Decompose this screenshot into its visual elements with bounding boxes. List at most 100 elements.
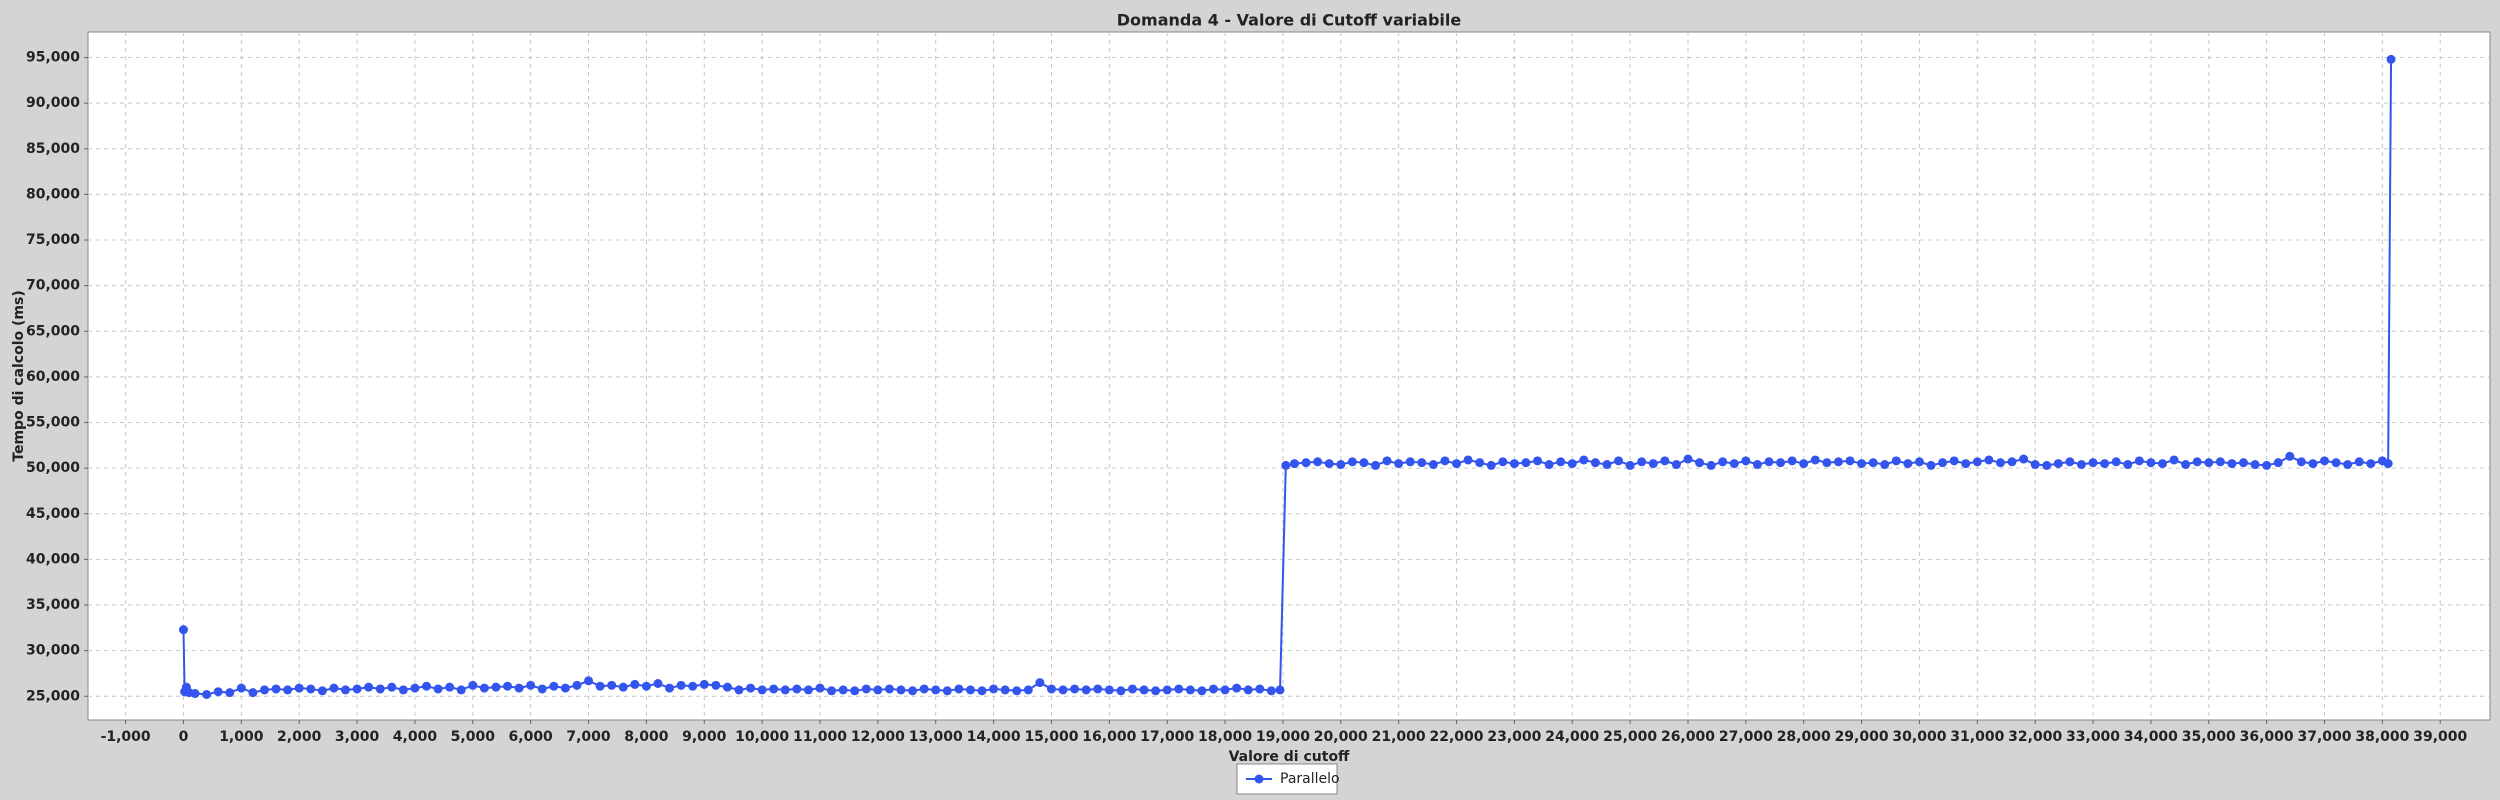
- data-point: [1220, 685, 1230, 695]
- x-tick-label: 30,000: [1892, 729, 1946, 745]
- data-point: [1313, 457, 1323, 467]
- x-tick-label: 12,000: [851, 729, 905, 745]
- data-point: [595, 681, 605, 691]
- data-point: [1208, 684, 1218, 694]
- data-point: [1428, 460, 1438, 470]
- data-point: [526, 680, 536, 690]
- data-point: [329, 683, 339, 693]
- y-tick-label: 75,000: [26, 232, 80, 248]
- data-point: [1903, 459, 1913, 469]
- y-tick-label: 80,000: [26, 186, 80, 202]
- data-point: [2366, 459, 2376, 469]
- data-point: [630, 679, 640, 689]
- data-point: [2169, 455, 2179, 465]
- data-point: [1625, 460, 1635, 470]
- data-point: [931, 685, 941, 695]
- data-point: [317, 686, 327, 696]
- data-point: [1197, 686, 1207, 696]
- data-point: [838, 685, 848, 695]
- data-point: [1752, 460, 1762, 470]
- data-point: [792, 684, 802, 694]
- plot-area: [87, 31, 2491, 721]
- data-point: [202, 689, 212, 699]
- x-tick-label: 34,000: [2124, 729, 2178, 745]
- x-tick-label: 38,000: [2355, 729, 2409, 745]
- data-point: [769, 684, 779, 694]
- data-point: [468, 680, 478, 690]
- data-point: [954, 684, 964, 694]
- y-tick-label: 90,000: [26, 95, 80, 111]
- data-point: [1533, 456, 1543, 466]
- data-point: [225, 688, 235, 698]
- data-point: [2331, 458, 2341, 468]
- data-point: [1371, 460, 1381, 470]
- data-point: [410, 683, 420, 693]
- data-point: [2134, 456, 2144, 466]
- data-point: [1382, 456, 1392, 466]
- data-point: [1891, 456, 1901, 466]
- data-point: [1023, 685, 1033, 695]
- y-tick-label: 25,000: [26, 688, 80, 704]
- data-point: [1093, 684, 1103, 694]
- data-point: [1949, 456, 1959, 466]
- data-point: [271, 684, 281, 694]
- x-tick-label: 24,000: [1545, 729, 1599, 745]
- data-point: [503, 681, 513, 691]
- y-tick-label: 70,000: [26, 278, 80, 294]
- data-point: [2308, 459, 2318, 469]
- data-point: [491, 682, 501, 692]
- data-point: [1544, 460, 1554, 470]
- x-tick-label: 29,000: [1835, 729, 1889, 745]
- data-point: [1868, 458, 1878, 468]
- data-point: [572, 680, 582, 690]
- data-point: [1671, 460, 1681, 470]
- data-point: [1845, 456, 1855, 466]
- y-tick-label: 35,000: [26, 597, 80, 613]
- data-point: [734, 685, 744, 695]
- data-point: [283, 685, 293, 695]
- data-point: [1741, 456, 1751, 466]
- data-point: [1799, 459, 1809, 469]
- data-point: [1301, 458, 1311, 468]
- data-point: [352, 684, 362, 694]
- x-tick-label: 7,000: [566, 729, 611, 745]
- data-point: [1995, 458, 2005, 468]
- data-point: [618, 682, 628, 692]
- x-tick-label: 28,000: [1777, 729, 1831, 745]
- data-point: [2320, 456, 2330, 466]
- data-point: [1706, 460, 1716, 470]
- chart-title: Domanda 4 - Valore di Cutoff variabile: [1117, 11, 1462, 30]
- data-point: [433, 684, 443, 694]
- data-point: [422, 681, 432, 691]
- x-tick-label: 6,000: [509, 729, 554, 745]
- x-tick-label: 14,000: [967, 729, 1021, 745]
- data-point: [1151, 686, 1161, 696]
- data-point: [306, 684, 316, 694]
- data-point: [1139, 685, 1149, 695]
- data-point: [2383, 459, 2393, 469]
- data-point: [178, 625, 188, 635]
- x-tick-label: 37,000: [2297, 729, 2351, 745]
- data-point: [1046, 684, 1056, 694]
- data-point: [364, 682, 374, 692]
- x-tick-label: 9,000: [682, 729, 727, 745]
- data-point: [375, 684, 385, 694]
- x-tick-label: 8,000: [624, 729, 669, 745]
- data-point: [861, 684, 871, 694]
- x-tick-label: 10,000: [735, 729, 789, 745]
- data-point: [1764, 457, 1774, 467]
- x-tick-label: -1,000: [101, 729, 151, 745]
- x-tick-label: 27,000: [1719, 729, 1773, 745]
- data-point: [213, 687, 223, 697]
- x-tick-label: 31,000: [1950, 729, 2004, 745]
- data-point: [2146, 458, 2156, 468]
- data-point: [1255, 684, 1265, 694]
- data-point: [965, 685, 975, 695]
- data-point: [1590, 458, 1600, 468]
- data-point: [2215, 457, 2225, 467]
- data-point: [1938, 458, 1948, 468]
- data-point: [1810, 455, 1820, 465]
- data-point: [341, 685, 351, 695]
- x-tick-label: 11,000: [793, 729, 847, 745]
- y-tick-label: 40,000: [26, 551, 80, 567]
